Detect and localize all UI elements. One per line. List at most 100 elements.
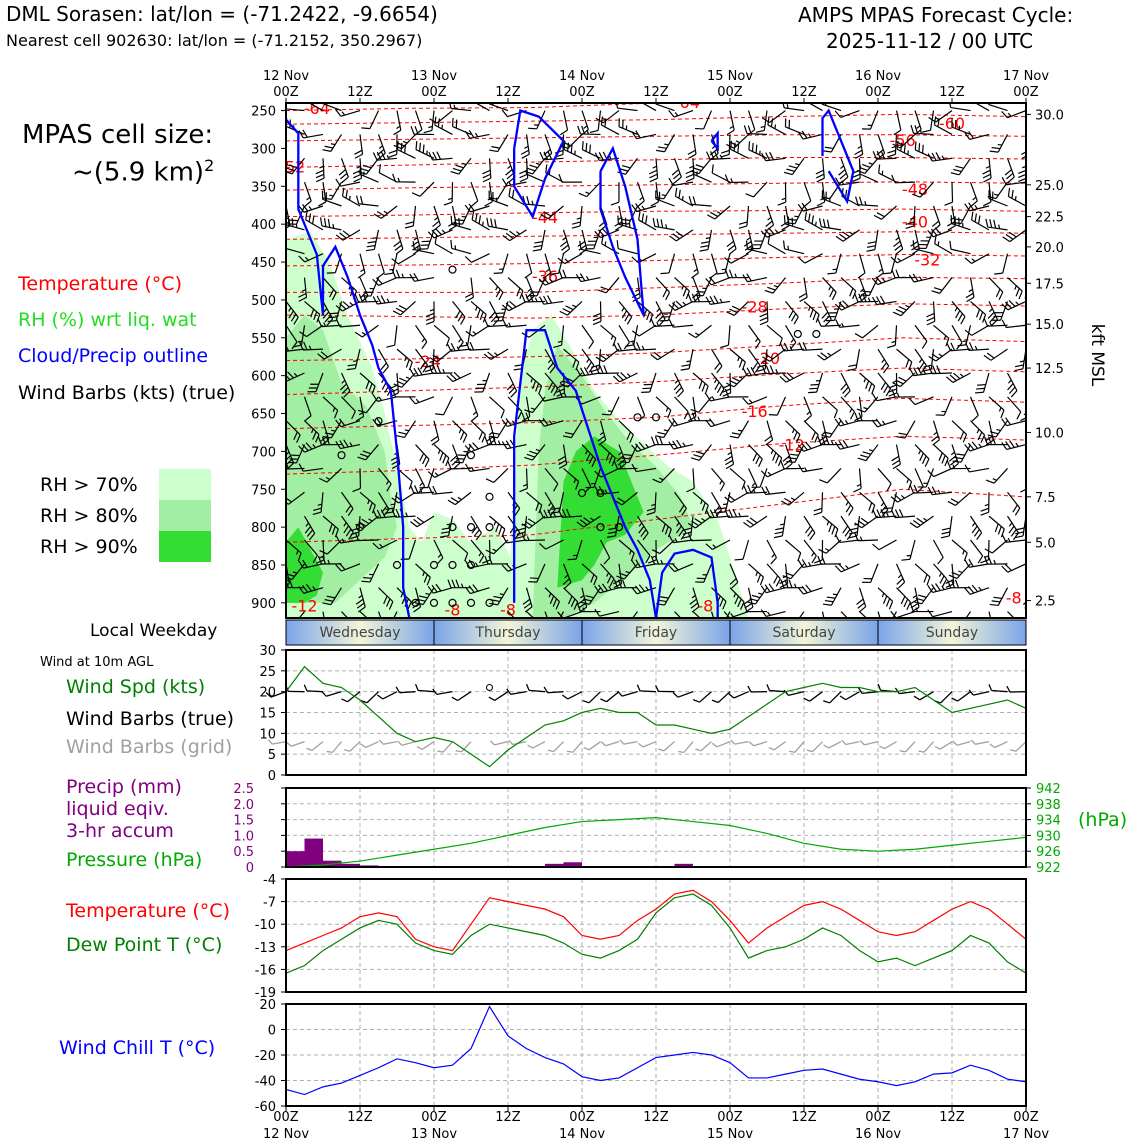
wind-barb bbox=[393, 229, 404, 255]
barb-feather bbox=[890, 610, 897, 618]
wind-barb-true-feather bbox=[561, 694, 569, 700]
calm-marker bbox=[596, 488, 605, 498]
barb-feather bbox=[510, 390, 518, 398]
wind-barb bbox=[544, 611, 553, 618]
barb-feather bbox=[726, 240, 735, 248]
barb-feather bbox=[571, 225, 581, 229]
pressure-tick-label: 700 bbox=[251, 445, 276, 460]
barb-half bbox=[976, 428, 980, 434]
wind-barb-true-staff bbox=[621, 691, 638, 697]
wind-barb-true-staff bbox=[677, 691, 694, 698]
barb-staff bbox=[730, 253, 749, 264]
barb-feather bbox=[289, 458, 299, 460]
wind-barb-grid bbox=[934, 741, 953, 750]
barb-feather bbox=[616, 240, 619, 249]
wind-barb bbox=[286, 324, 298, 350]
wind-barb bbox=[743, 484, 768, 494]
barb-half bbox=[460, 583, 464, 588]
barb-feather bbox=[519, 177, 528, 183]
barb-half bbox=[857, 145, 862, 149]
wind-speed-line bbox=[285, 665, 1027, 768]
barb-half bbox=[475, 306, 478, 311]
barb-feather bbox=[290, 313, 297, 322]
calm-marker bbox=[337, 451, 346, 460]
barb-half bbox=[447, 197, 453, 201]
barb-feather bbox=[635, 559, 641, 568]
barb-staff bbox=[784, 324, 797, 343]
barb-feather bbox=[597, 435, 606, 442]
barb-half bbox=[583, 125, 588, 129]
barb-feather bbox=[617, 579, 623, 588]
wind-barb-grid-staff bbox=[365, 741, 379, 749]
wind-barb bbox=[688, 196, 712, 207]
barb-feather bbox=[890, 509, 896, 518]
barb-feather bbox=[989, 603, 999, 607]
barb-staff bbox=[359, 253, 366, 274]
barb-feather bbox=[359, 195, 364, 205]
barb-staff bbox=[803, 205, 823, 212]
wind-barb bbox=[668, 534, 694, 544]
barb-staff bbox=[581, 324, 595, 342]
barb-staff bbox=[580, 276, 601, 283]
barb-staff bbox=[692, 468, 695, 489]
barb-half bbox=[737, 356, 740, 362]
barb-feather bbox=[472, 442, 479, 450]
barb-staff bbox=[300, 325, 306, 346]
barb-staff bbox=[497, 587, 509, 606]
barb-feather bbox=[484, 201, 493, 207]
barb-feather bbox=[347, 508, 354, 517]
barb-staff bbox=[562, 110, 569, 131]
wind-barb bbox=[723, 610, 749, 618]
wind-barb bbox=[409, 515, 435, 528]
barb-feather bbox=[429, 357, 438, 363]
barb-half bbox=[1007, 112, 1012, 117]
barb-feather bbox=[761, 486, 767, 495]
barb-feather bbox=[435, 228, 442, 236]
barb-half bbox=[606, 572, 610, 577]
barb-feather bbox=[372, 296, 378, 305]
wind-barb bbox=[982, 158, 992, 183]
barb-feather bbox=[475, 532, 482, 541]
wind-barb bbox=[785, 301, 799, 325]
barb-staff bbox=[1007, 611, 1023, 618]
barb-staff bbox=[286, 247, 305, 255]
wind-barb bbox=[745, 240, 768, 255]
barb-feather bbox=[1001, 176, 1007, 186]
rh90-label: RH > 90% bbox=[40, 536, 138, 558]
barb-staff bbox=[433, 324, 450, 339]
barb-feather bbox=[617, 342, 623, 351]
barb-feather bbox=[921, 144, 924, 154]
wind-barb bbox=[485, 539, 509, 555]
barb-half bbox=[330, 143, 336, 146]
wind-barb bbox=[452, 420, 468, 443]
barb-feather bbox=[875, 418, 882, 426]
barb-feather bbox=[931, 220, 940, 228]
wind-barb bbox=[618, 301, 633, 325]
wind-barb bbox=[359, 372, 376, 395]
barb-feather bbox=[742, 274, 748, 283]
wind-barb bbox=[729, 140, 749, 159]
barb-feather bbox=[872, 543, 880, 551]
barb-feather bbox=[729, 435, 739, 439]
barb-staff bbox=[913, 372, 934, 377]
barb-half bbox=[702, 287, 707, 290]
wind-barb bbox=[577, 125, 601, 136]
wind-barb-field bbox=[286, 103, 1026, 618]
barb-feather bbox=[895, 379, 904, 385]
precip-bar bbox=[304, 838, 323, 867]
barb-feather bbox=[755, 455, 761, 465]
barb-staff bbox=[919, 181, 934, 198]
legend-rh: RH (%) wrt liq. wat bbox=[18, 309, 197, 331]
barb-feather bbox=[621, 579, 627, 588]
barb-staff bbox=[766, 205, 775, 226]
wind-barb bbox=[854, 196, 879, 207]
barb-feather bbox=[954, 216, 956, 225]
barb-staff bbox=[506, 539, 527, 544]
pressure-tick-label: 550 bbox=[251, 332, 276, 347]
barb-half bbox=[286, 464, 290, 470]
barb-feather bbox=[752, 452, 758, 462]
barb-feather bbox=[498, 292, 504, 301]
barb-staff bbox=[702, 277, 713, 296]
barb-feather bbox=[955, 165, 964, 169]
barb-staff bbox=[433, 205, 441, 226]
